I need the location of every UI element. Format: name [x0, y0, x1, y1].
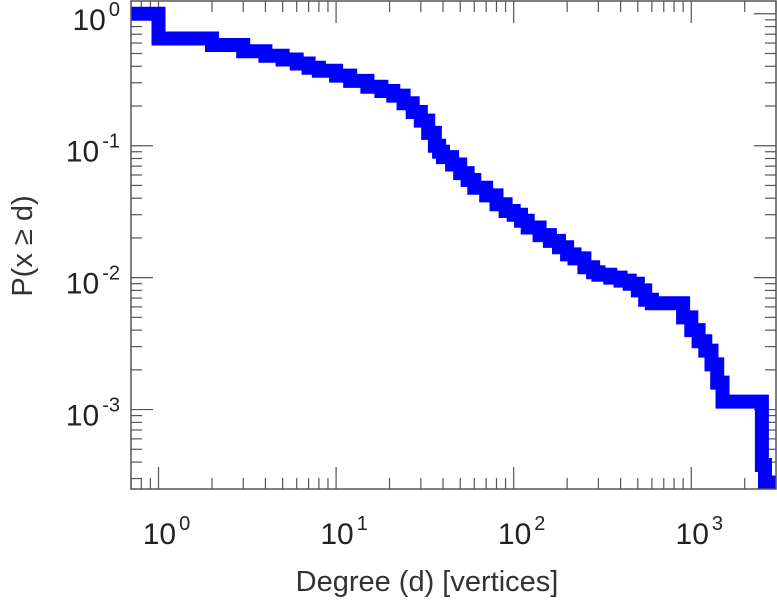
x-tick-label-exponent: 3	[712, 513, 723, 535]
series-group	[131, 6, 777, 490]
y-axis-title: P(x ≥ d)	[7, 195, 39, 296]
x-tick-label: 10 1	[320, 513, 368, 551]
y-tick-label: 10 -3	[66, 395, 120, 433]
x-tick-label-base: 10	[498, 518, 531, 551]
x-tick-label-base: 10	[143, 518, 176, 551]
plot-frame	[130, 0, 777, 490]
x-tick-label-exponent: 1	[357, 513, 368, 535]
y-tick-label: 10 0	[73, 0, 121, 37]
y-tick-label-base: 10	[66, 268, 99, 301]
x-tick-label-base: 10	[320, 518, 353, 551]
y-tick-label-exponent: -2	[102, 263, 120, 285]
x-tick-label-base: 10	[676, 518, 709, 551]
y-tick-label-exponent: -1	[102, 131, 120, 153]
y-tick-label-exponent: -3	[102, 395, 120, 417]
y-tick-label-exponent: 0	[109, 0, 120, 21]
x-tick-label: 10 0	[143, 513, 191, 551]
y-tick-label-base: 10	[66, 136, 99, 169]
y-tick-label: 10 -1	[66, 131, 120, 169]
y-tick-label-base: 10	[73, 4, 106, 37]
x-tick-label: 10 3	[676, 513, 724, 551]
x-tick-label-exponent: 2	[534, 513, 545, 535]
x-tick-label: 10 2	[498, 513, 546, 551]
series-line	[131, 6, 777, 490]
x-tick-label-exponent: 0	[179, 513, 190, 535]
tick-marks	[130, 1, 777, 489]
y-tick-label-base: 10	[66, 400, 99, 433]
x-tick-labels: 10 0 10 1 10 2 10 3	[143, 513, 723, 551]
x-axis-title: Degree (d) [vertices]	[296, 566, 559, 598]
y-tick-label: 10 -2	[66, 263, 120, 301]
